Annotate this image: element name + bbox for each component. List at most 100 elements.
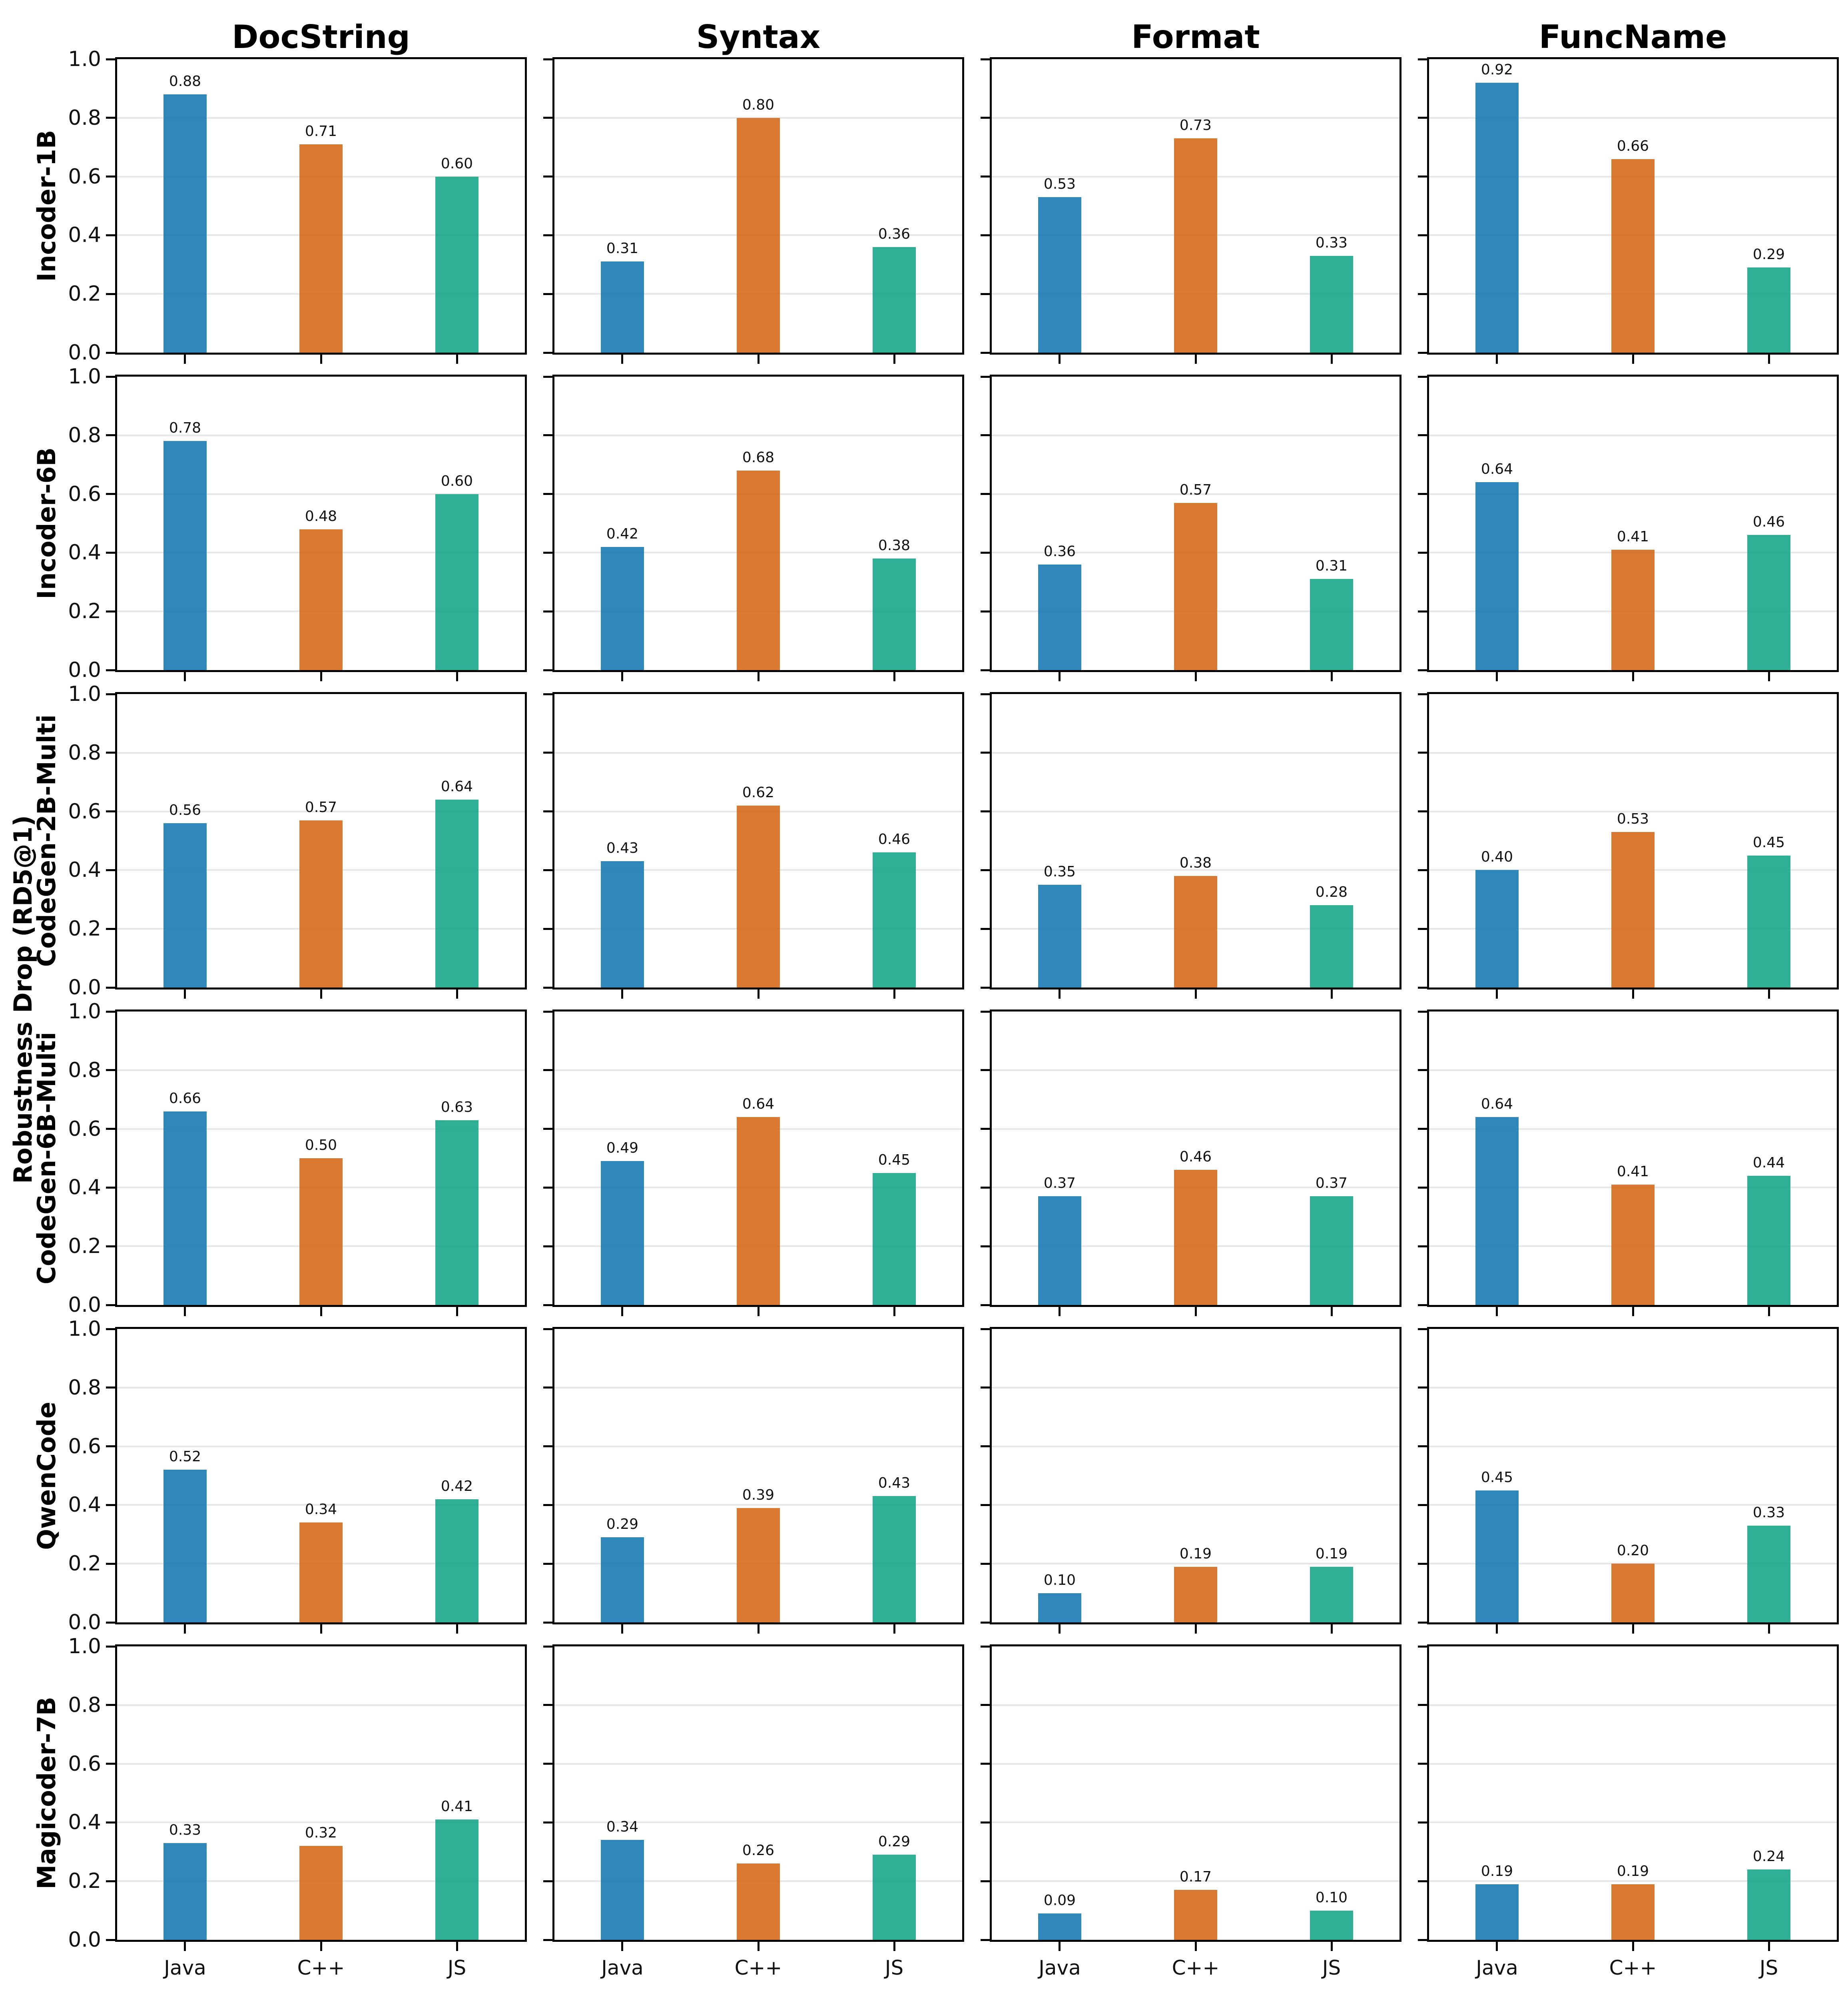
bar-value-label: 0.41 bbox=[441, 1798, 473, 1815]
gridline bbox=[117, 1069, 525, 1071]
bar-c- bbox=[1611, 1185, 1655, 1305]
y-tick-label: 0.0 bbox=[68, 976, 101, 1000]
bar-c- bbox=[1174, 876, 1217, 988]
x-tick-label-c-: C++ bbox=[734, 1956, 782, 1979]
y-tick-mark bbox=[981, 1128, 990, 1130]
row-label-cell: Incoder-6B bbox=[3, 375, 115, 672]
x-tick-label-java: Java bbox=[1476, 1956, 1518, 1979]
y-tick-mark bbox=[543, 693, 552, 695]
gridline bbox=[992, 1704, 1399, 1706]
x-tick-mark bbox=[184, 355, 186, 364]
subplot-incoder-1b-syntax: 0.31 0.80 0.36 bbox=[543, 57, 964, 364]
row-label-cell: CodeGen-6B-Multi bbox=[3, 1009, 115, 1307]
bar-java bbox=[600, 1537, 644, 1622]
bar-js bbox=[1747, 535, 1790, 670]
y-tick-mark bbox=[543, 1504, 552, 1506]
y-tick-mark bbox=[981, 293, 990, 295]
bar-value-label: 0.34 bbox=[305, 1501, 337, 1518]
bar-js bbox=[1747, 1176, 1790, 1305]
y-tick-mark bbox=[106, 1445, 115, 1448]
gridline bbox=[1429, 1763, 1837, 1765]
y-tick-mark bbox=[1418, 1763, 1427, 1765]
y-tick-label: 0.2 bbox=[68, 917, 101, 941]
x-tick-label-c-: C++ bbox=[297, 1956, 345, 1979]
x-tick-mark bbox=[320, 1942, 322, 1951]
y-tick-label: 0.8 bbox=[68, 1375, 101, 1400]
x-tick-mark bbox=[456, 990, 458, 999]
x-tick-mark bbox=[184, 990, 186, 999]
y-tick-mark bbox=[1418, 1621, 1427, 1624]
y-tick-mark bbox=[1418, 1821, 1427, 1823]
bar-value-label: 0.41 bbox=[1617, 529, 1649, 545]
y-tick-label: 0.0 bbox=[68, 1928, 101, 1952]
y-tick-mark bbox=[1418, 928, 1427, 930]
y-tick-mark bbox=[106, 810, 115, 813]
y-tick-label: 0.4 bbox=[68, 1493, 101, 1517]
y-tick-label: 0.6 bbox=[68, 164, 101, 189]
subplot-qwencode-syntax: 0.29 0.39 0.43 bbox=[543, 1327, 964, 1634]
y-tick-mark bbox=[543, 810, 552, 813]
y-tick-label: 0.0 bbox=[68, 1610, 101, 1634]
y-tick-mark bbox=[543, 117, 552, 119]
x-tick-mark bbox=[1194, 1307, 1197, 1316]
bar-value-label: 0.24 bbox=[1752, 1848, 1785, 1865]
x-tick-mark bbox=[1496, 1624, 1498, 1634]
y-tick-mark bbox=[981, 1562, 990, 1565]
y-tick-mark bbox=[1418, 375, 1427, 378]
x-tick-mark bbox=[1194, 990, 1197, 999]
y-tick-mark bbox=[106, 117, 115, 119]
subplot-incoder-1b-funcname: 0.92 0.66 0.29 bbox=[1418, 57, 1839, 364]
y-tick-mark bbox=[543, 1821, 552, 1823]
x-tick-mark bbox=[1768, 1307, 1770, 1316]
bar-value-label: 0.63 bbox=[441, 1099, 473, 1115]
y-tick-mark bbox=[981, 234, 990, 236]
bar-js bbox=[435, 800, 478, 988]
x-tick-mark bbox=[893, 1307, 895, 1316]
column-title-syntax: Syntax bbox=[696, 18, 821, 56]
y-tick-mark bbox=[1418, 1445, 1427, 1448]
y-tick-mark bbox=[1418, 1128, 1427, 1130]
x-tick-mark bbox=[893, 1624, 895, 1634]
bar-value-label: 0.60 bbox=[441, 473, 473, 489]
gridline bbox=[1429, 1387, 1837, 1389]
gridline bbox=[117, 117, 525, 119]
x-tick-label-java: Java bbox=[1039, 1956, 1081, 1979]
bar-value-label: 0.92 bbox=[1481, 61, 1513, 78]
y-tick-mark bbox=[106, 375, 115, 378]
gridline bbox=[992, 752, 1399, 754]
y-tick-mark bbox=[543, 1645, 552, 1648]
bar-c- bbox=[737, 470, 780, 670]
y-tick-mark bbox=[981, 1621, 990, 1624]
bar-js bbox=[873, 1173, 916, 1305]
gridline bbox=[1429, 810, 1837, 812]
bar-value-label: 0.29 bbox=[878, 1833, 911, 1850]
bar-js bbox=[873, 1855, 916, 1940]
bar-value-label: 0.68 bbox=[742, 449, 775, 466]
bar-java bbox=[600, 1840, 644, 1940]
x-tick-label-java: Java bbox=[601, 1956, 644, 1979]
x-tick-mark bbox=[1059, 355, 1061, 364]
subplot-magicoder-7b-syntax: 0.34 Java 0.26 C++ 0.29 JS bbox=[543, 1644, 964, 1978]
gridline bbox=[1429, 117, 1837, 119]
y-tick-mark bbox=[543, 1245, 552, 1247]
bar-js bbox=[1747, 855, 1790, 988]
bar-java bbox=[1038, 197, 1081, 353]
y-tick-mark bbox=[981, 1328, 990, 1330]
x-tick-mark bbox=[456, 672, 458, 681]
y-tick-label: 0.0 bbox=[68, 658, 101, 682]
y-tick-mark bbox=[981, 1069, 990, 1071]
gridline bbox=[554, 1704, 962, 1706]
y-tick-mark bbox=[106, 1504, 115, 1506]
x-tick-mark bbox=[1768, 1942, 1770, 1951]
y-tick-mark bbox=[1418, 810, 1427, 813]
x-tick-mark bbox=[1768, 1624, 1770, 1634]
y-tick-mark bbox=[1418, 293, 1427, 295]
bar-value-label: 0.33 bbox=[1752, 1504, 1785, 1521]
x-tick-mark bbox=[320, 672, 322, 681]
x-tick-mark bbox=[1496, 672, 1498, 681]
y-tick-mark bbox=[1418, 1645, 1427, 1648]
y-tick-mark bbox=[1418, 176, 1427, 178]
subplot-incoder-6b-format: 0.36 0.57 0.31 bbox=[981, 375, 1401, 681]
bar-c- bbox=[1611, 159, 1655, 353]
subplot-magicoder-7b-funcname: 0.19 Java 0.19 C++ 0.24 JS bbox=[1418, 1644, 1839, 1978]
